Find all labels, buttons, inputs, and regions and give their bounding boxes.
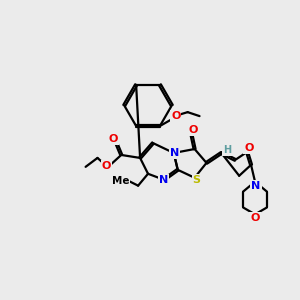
Text: O: O [109,134,118,144]
Text: N: N [251,181,261,191]
Text: Me: Me [112,176,129,186]
Text: O: O [244,143,254,153]
Text: O: O [250,213,260,224]
Text: N: N [170,148,179,158]
Text: O: O [171,111,180,121]
Text: H: H [223,145,231,155]
Text: O: O [102,161,111,171]
Text: O: O [189,125,198,135]
Text: N: N [159,175,169,185]
Text: S: S [193,175,201,185]
